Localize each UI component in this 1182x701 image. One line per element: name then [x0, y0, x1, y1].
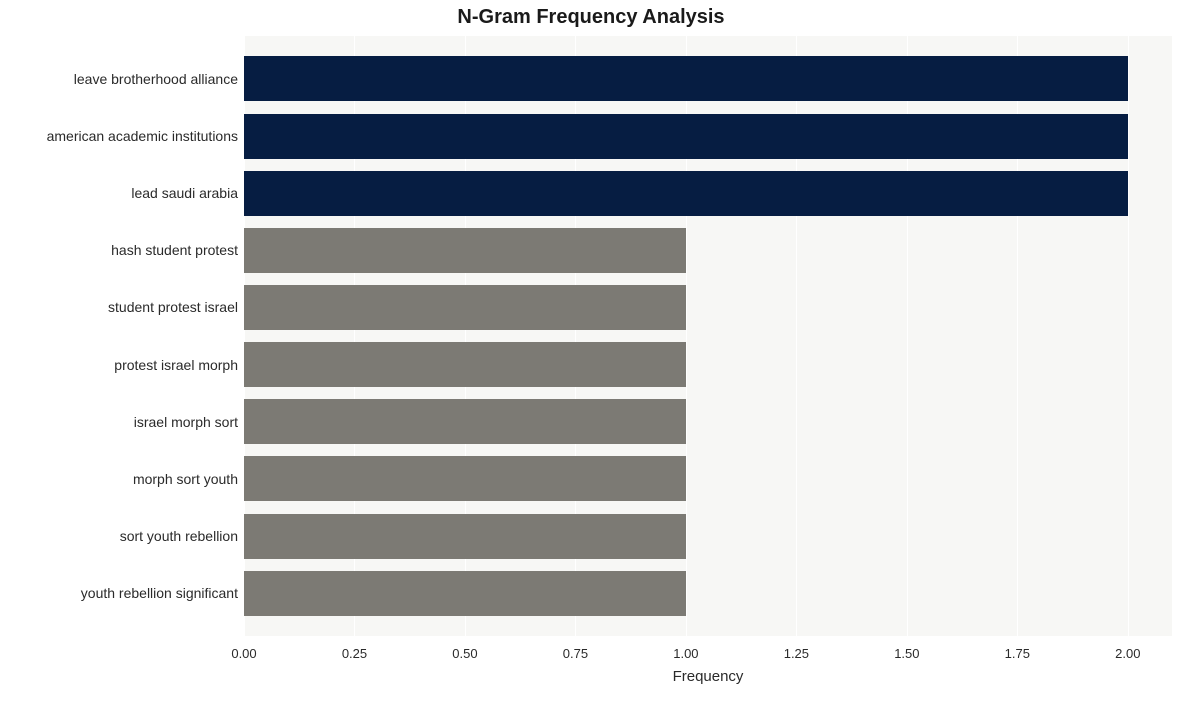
- bar-row: [244, 114, 1172, 159]
- bar: [244, 114, 1128, 159]
- bar: [244, 514, 686, 559]
- y-axis-label: leave brotherhood alliance: [74, 71, 238, 87]
- bar: [244, 456, 686, 501]
- bar: [244, 285, 686, 330]
- chart-stage: N-Gram Frequency Analysis leave brotherh…: [0, 0, 1182, 701]
- bar: [244, 342, 686, 387]
- bar: [244, 228, 686, 273]
- chart-title: N-Gram Frequency Analysis: [0, 6, 1182, 29]
- y-axis-label: student protest israel: [108, 299, 238, 315]
- plot-area: [244, 36, 1172, 636]
- y-axis-label: lead saudi arabia: [131, 185, 238, 201]
- bar: [244, 571, 686, 616]
- bar-row: [244, 171, 1172, 216]
- y-axis-label: hash student protest: [111, 242, 238, 258]
- bar: [244, 399, 686, 444]
- bar: [244, 171, 1128, 216]
- x-axis-tick: 0.50: [452, 646, 477, 661]
- bar: [244, 56, 1128, 101]
- x-axis-title: Frequency: [244, 668, 1172, 685]
- bar-row: [244, 399, 1172, 444]
- x-axis-tick: 2.00: [1115, 646, 1140, 661]
- x-axis-tick: 0.00: [231, 646, 256, 661]
- y-axis-label: israel morph sort: [134, 414, 238, 430]
- bar-row: [244, 514, 1172, 559]
- x-axis-tick: 1.00: [673, 646, 698, 661]
- x-axis-tick: 1.75: [1005, 646, 1030, 661]
- bar-row: [244, 228, 1172, 273]
- bar-row: [244, 285, 1172, 330]
- x-axis-tick: 0.25: [342, 646, 367, 661]
- x-axis-tick: 0.75: [563, 646, 588, 661]
- y-axis-label: american academic institutions: [47, 128, 238, 144]
- bar-row: [244, 571, 1172, 616]
- y-axis-label: morph sort youth: [133, 471, 238, 487]
- bar-row: [244, 342, 1172, 387]
- y-axis-label: protest israel morph: [114, 357, 238, 373]
- x-axis-tick: 1.25: [784, 646, 809, 661]
- y-axis-label: sort youth rebellion: [120, 528, 238, 544]
- x-axis-tick: 1.50: [894, 646, 919, 661]
- bar-row: [244, 56, 1172, 101]
- y-axis-label: youth rebellion significant: [81, 585, 238, 601]
- bar-row: [244, 456, 1172, 501]
